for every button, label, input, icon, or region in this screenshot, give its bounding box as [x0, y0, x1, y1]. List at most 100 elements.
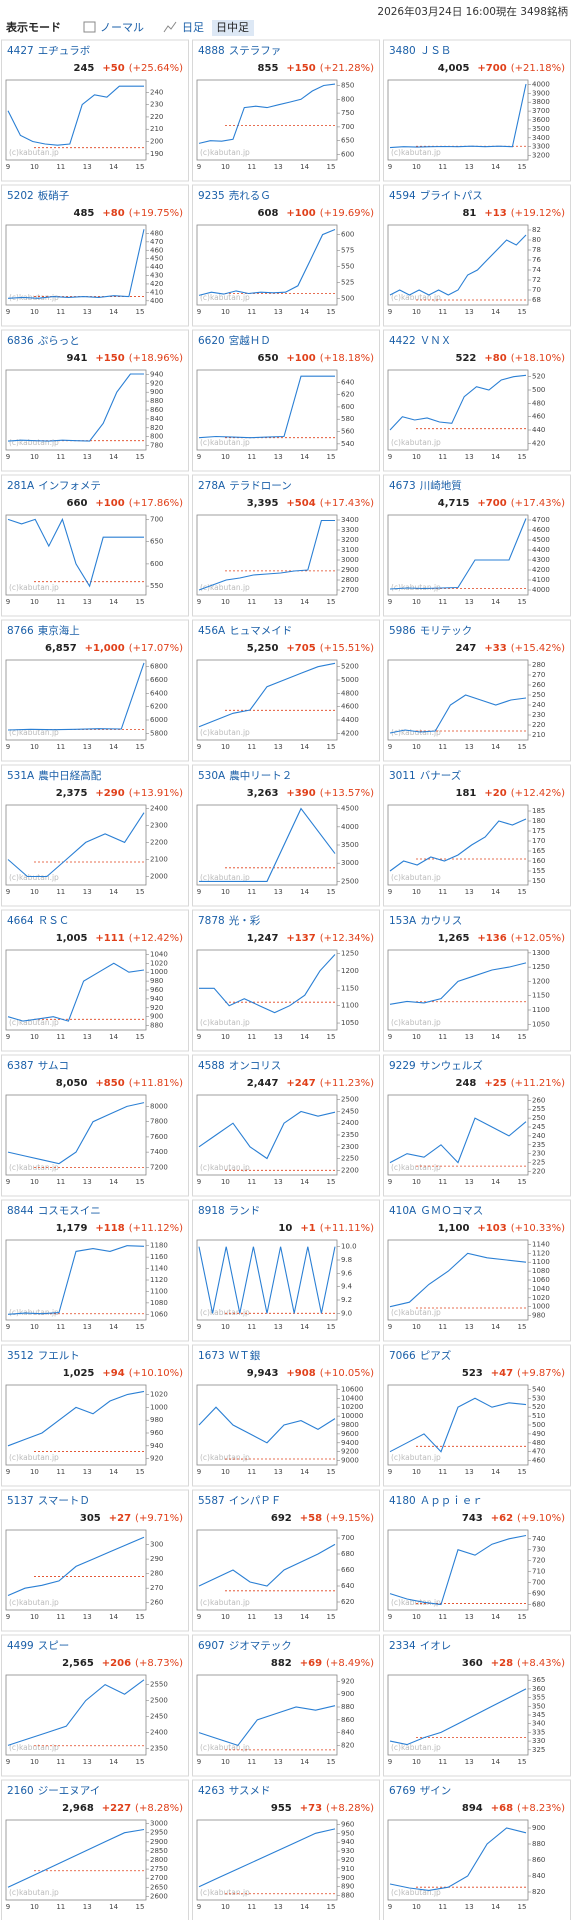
stock-code[interactable]: 7878	[198, 915, 225, 927]
x-tick-label: 10	[221, 1323, 230, 1331]
stock-name[interactable]: 川崎地質	[420, 479, 462, 492]
stock-code[interactable]: 7066	[389, 1350, 416, 1362]
stock-code[interactable]: 5202	[7, 190, 34, 202]
stock-code[interactable]: 9235	[198, 190, 225, 202]
stock-code[interactable]: 4588	[198, 1060, 225, 1072]
stock-name[interactable]: ヒュマメイド	[229, 625, 292, 637]
stock-name[interactable]: ＷＴ銀	[229, 1349, 261, 1362]
stock-code[interactable]: 5137	[7, 1495, 34, 1507]
stock-name[interactable]: スマートＤ	[38, 1495, 90, 1507]
x-tick-label: 13	[274, 1033, 283, 1041]
stock-name[interactable]: ザイン	[420, 1785, 452, 1797]
stock-code[interactable]: 5986	[389, 625, 416, 637]
mode-option[interactable]: ノーマル	[100, 21, 144, 34]
stock-name[interactable]: カウリス	[420, 915, 462, 927]
stock-code[interactable]: 2334	[389, 1640, 416, 1652]
stock-code[interactable]: 153A	[389, 915, 417, 927]
stock-name[interactable]: ジーエヌアイ	[38, 1785, 100, 1797]
stock-name[interactable]: サスメド	[229, 1785, 271, 1797]
stock-name[interactable]: ピアズ	[420, 1349, 452, 1362]
x-tick-label: 9	[6, 1323, 10, 1331]
stock-name[interactable]: ぷらっと	[38, 335, 80, 347]
y-tick-label: 6200	[150, 703, 168, 711]
stock-name[interactable]: フエルト	[38, 1350, 80, 1362]
stock-name[interactable]: 板硝子	[38, 189, 70, 202]
stock-code[interactable]: 4664	[7, 915, 34, 927]
stock-name[interactable]: イオレ	[420, 1640, 452, 1652]
stock-name[interactable]: 農中リート２	[229, 769, 292, 782]
stock-name[interactable]: ジオマテック	[229, 1640, 292, 1652]
change: +58	[300, 1513, 322, 1524]
stock-name[interactable]: ＪＳＢ	[420, 45, 452, 57]
price: 650	[258, 353, 279, 364]
stock-name[interactable]: バナーズ	[420, 769, 461, 782]
y-tick-label: 165	[532, 847, 545, 855]
stock-name[interactable]: 売れるＧ	[229, 189, 271, 202]
stock-name[interactable]: テラドローン	[229, 480, 291, 492]
stock-name[interactable]: 光・彩	[229, 914, 261, 927]
stock-name[interactable]: モリテック	[420, 625, 473, 637]
stock-name[interactable]: 農中日経高配	[38, 769, 101, 782]
stock-name[interactable]: コスモスイニ	[38, 1205, 101, 1217]
stock-code[interactable]: 6836	[7, 335, 34, 347]
stock-name[interactable]: ブライトパス	[420, 189, 483, 202]
x-tick-label: 9	[197, 1323, 201, 1331]
stock-name[interactable]: ＶＮＸ	[420, 335, 452, 347]
x-tick-label: 14	[109, 1468, 118, 1476]
change-pct: (+17.07%)	[129, 643, 183, 654]
watermark: (c)kabutan.jp	[200, 728, 250, 737]
stock-code[interactable]: 9229	[389, 1060, 416, 1072]
stock-code[interactable]: 4422	[389, 335, 416, 347]
stock-name[interactable]: ランド	[229, 1205, 261, 1217]
stock-name[interactable]: スピー	[38, 1640, 70, 1652]
stock-code[interactable]: 3011	[389, 770, 416, 782]
stock-code[interactable]: 2160	[7, 1785, 34, 1797]
stock-name[interactable]: インパＰＦ	[229, 1495, 282, 1507]
mode-option[interactable]: 日中足	[216, 21, 249, 34]
stock-code[interactable]: 6387	[7, 1060, 34, 1072]
stock-code[interactable]: 3480	[389, 45, 416, 57]
stock-code[interactable]: 410A	[389, 1205, 417, 1217]
mode-option[interactable]: 日足	[182, 21, 204, 34]
stock-code[interactable]: 531A	[7, 770, 35, 782]
x-tick-label: 14	[300, 1613, 309, 1621]
stock-code[interactable]: 456A	[198, 625, 226, 637]
stock-name[interactable]: オンコリス	[229, 1060, 282, 1072]
stock-code[interactable]: 8844	[7, 1205, 34, 1217]
stock-code[interactable]: 5587	[198, 1495, 225, 1507]
stock-code[interactable]: 8766	[7, 625, 34, 637]
stock-code[interactable]: 4263	[198, 1785, 225, 1797]
stock-code[interactable]: 4499	[7, 1640, 34, 1652]
stock-name[interactable]: 宮越ＨＤ	[229, 334, 271, 347]
x-tick-label: 15	[136, 308, 145, 316]
stock-code[interactable]: 8918	[198, 1205, 225, 1217]
stock-name[interactable]: サンウェルズ	[420, 1059, 483, 1072]
stock-code[interactable]: 4888	[198, 45, 225, 57]
stock-name[interactable]: ＧＭＯコマス	[420, 1205, 483, 1217]
x-tick-label: 13	[274, 163, 283, 171]
stock-code[interactable]: 4427	[7, 45, 34, 57]
stock-name[interactable]: ステラファ	[229, 45, 282, 57]
stock-code[interactable]: 530A	[198, 770, 226, 782]
stock-code[interactable]: 278A	[198, 480, 226, 492]
stock-code[interactable]: 4673	[389, 480, 416, 492]
stock-code[interactable]: 6769	[389, 1785, 416, 1797]
stock-name[interactable]: インフォメテ	[38, 480, 101, 492]
stock-code[interactable]: 3512	[7, 1350, 34, 1362]
stock-name[interactable]: ＲＳＣ	[38, 915, 70, 927]
y-tick-label: 520	[532, 1403, 545, 1411]
stock-code[interactable]: 1673	[198, 1350, 225, 1362]
stock-name[interactable]: Ａｐｐｉｅｒ	[420, 1495, 483, 1507]
y-tick-label: 7600	[150, 1133, 168, 1141]
stock-code[interactable]: 4180	[389, 1495, 416, 1507]
x-tick-label: 9	[6, 598, 10, 606]
stock-name[interactable]: サムコ	[38, 1060, 69, 1072]
stock-code[interactable]: 4594	[389, 190, 416, 202]
stock-code[interactable]: 281A	[7, 480, 35, 492]
change-pct: (+13.57%)	[320, 788, 374, 799]
stock-code[interactable]: 6620	[198, 335, 225, 347]
stock-name[interactable]: 東京海上	[38, 624, 80, 637]
stock-name[interactable]: エヂュラボ	[38, 45, 91, 57]
stock-code[interactable]: 6907	[198, 1640, 225, 1652]
y-tick-label: 600	[150, 560, 163, 568]
